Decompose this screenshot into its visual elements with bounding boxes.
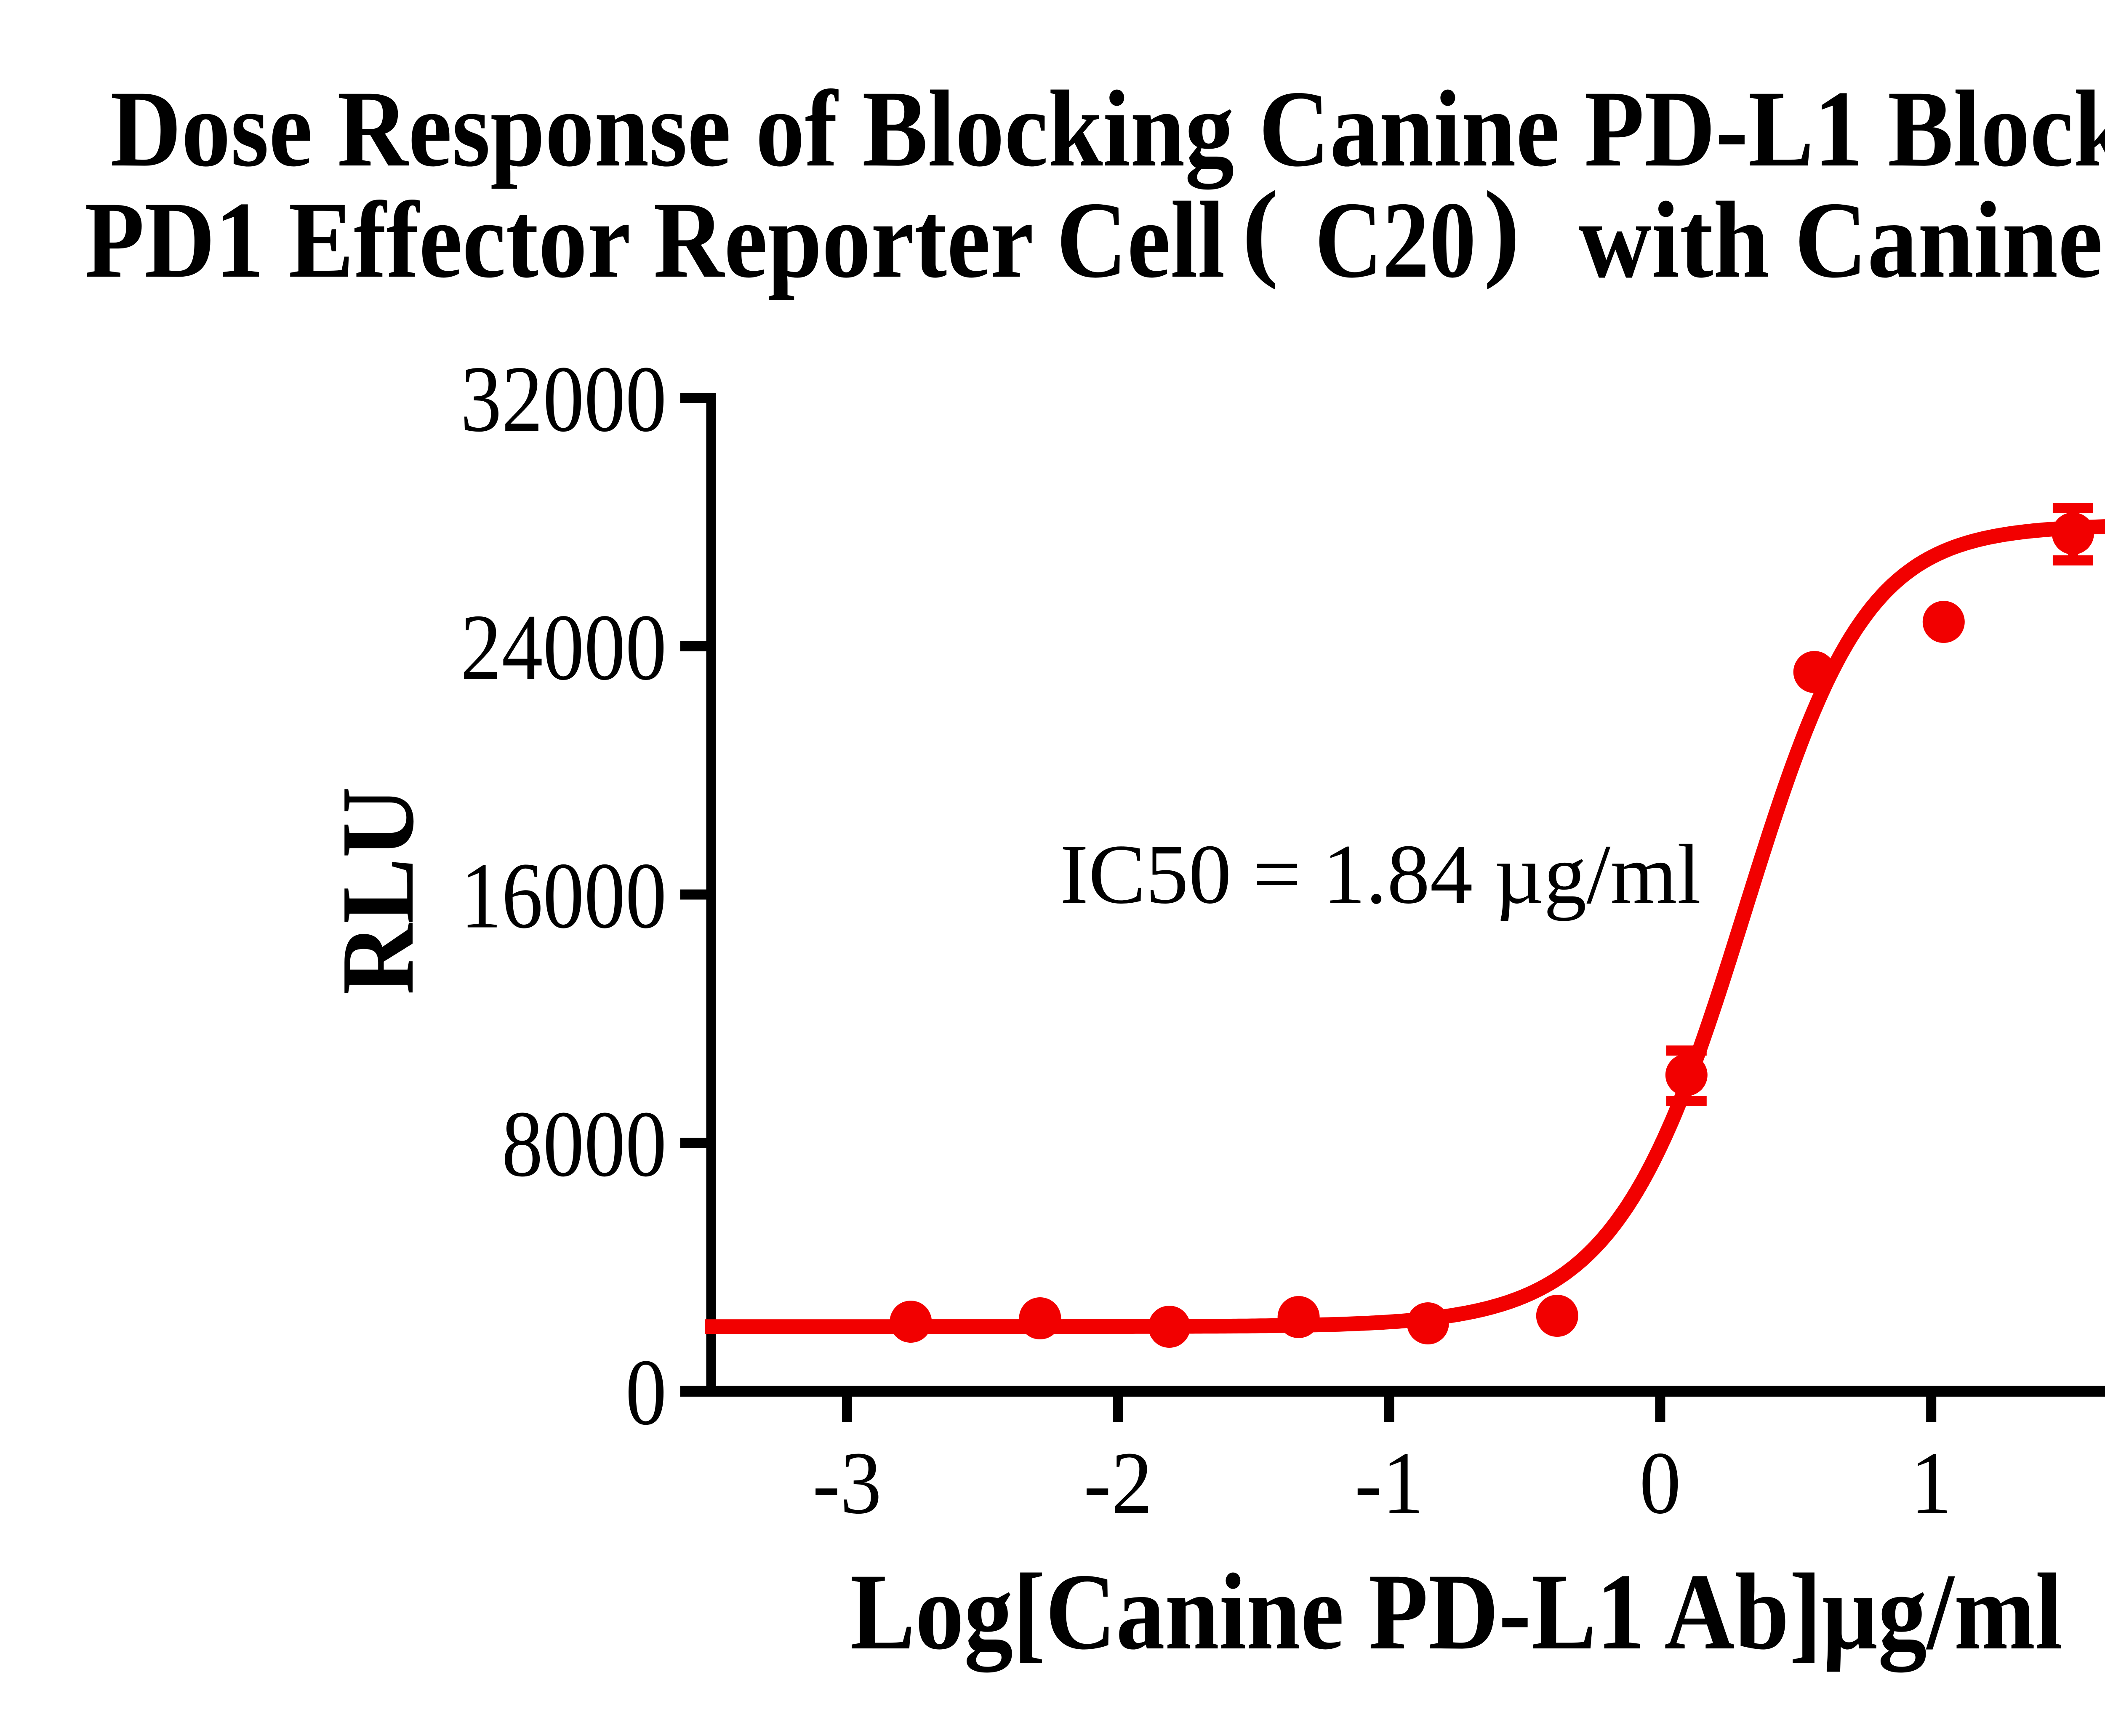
svg-text:0: 0 (626, 1340, 667, 1445)
svg-text:IC50 = 1.84 µg/ml: IC50 = 1.84 µg/ml (1060, 827, 1701, 921)
svg-text:8000: 8000 (502, 1091, 667, 1197)
svg-text:-1: -1 (1354, 1434, 1423, 1533)
svg-text:(: ( (1242, 169, 1279, 290)
svg-text:32000: 32000 (461, 347, 667, 452)
svg-text:0: 0 (1639, 1434, 1681, 1533)
svg-text:1: 1 (1910, 1434, 1952, 1533)
svg-text:RLU: RLU (320, 787, 435, 995)
svg-text:Log[Canine PD-L1 Ab]µg/ml: Log[Canine PD-L1 Ab]µg/ml (850, 1551, 2062, 1672)
svg-text:16000: 16000 (461, 843, 667, 948)
svg-text:with Canine PDL1 aAPC Cell: with Canine PDL1 aAPC Cell (1579, 179, 2105, 301)
svg-text:): ) (1484, 169, 1520, 290)
svg-text:-3: -3 (813, 1434, 882, 1533)
svg-text:Dose Response of Blocking Cani: Dose Response of Blocking Canine PD-L1 B… (110, 69, 2105, 190)
svg-text:C20: C20 (1315, 179, 1476, 301)
svg-text:24000: 24000 (461, 595, 667, 700)
svg-text:PD1 Effector Reporter Cell: PD1 Effector Reporter Cell (85, 179, 1225, 301)
svg-text:-2: -2 (1084, 1434, 1153, 1533)
